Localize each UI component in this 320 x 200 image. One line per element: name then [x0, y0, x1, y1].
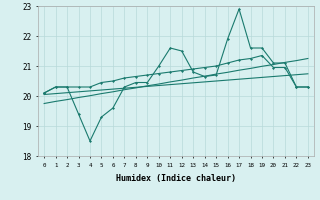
X-axis label: Humidex (Indice chaleur): Humidex (Indice chaleur): [116, 174, 236, 183]
